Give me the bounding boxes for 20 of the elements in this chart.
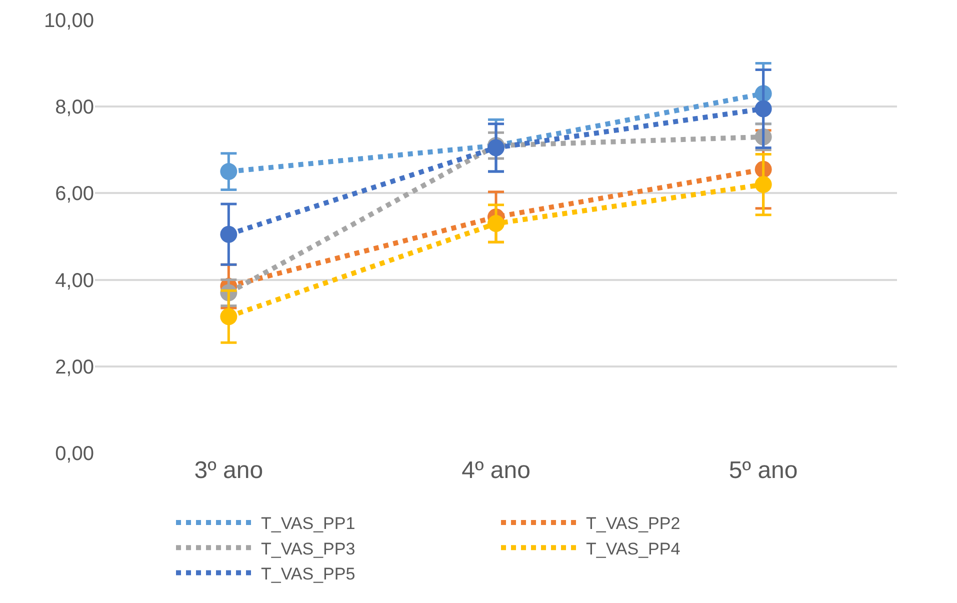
legend-label: T_VAS_PP3	[261, 539, 356, 558]
point	[220, 163, 238, 180]
y-tick-label: 2,00	[55, 356, 94, 378]
point	[220, 308, 238, 326]
legend-label: T_VAS_PP4	[586, 539, 680, 558]
legend-label: T_VAS_PP1	[261, 514, 356, 534]
y-tick-label: 6,00	[55, 183, 94, 206]
y-tick-label: 10,00	[44, 10, 94, 32]
y-tick-label: 8,00	[55, 96, 94, 119]
point	[488, 215, 504, 232]
point	[220, 226, 238, 243]
y-tick-label: 4,00	[55, 270, 94, 292]
y-tick-label: 0,00	[55, 443, 94, 465]
point	[754, 176, 772, 194]
legend-label: T_VAS_PP5	[261, 564, 356, 584]
legend-label: T_VAS_PP2	[586, 514, 680, 534]
point	[754, 100, 772, 118]
x-tick-label: 4º ano	[462, 457, 530, 484]
x-tick-label: 5º ano	[728, 457, 798, 484]
x-tick-label: 3º ano	[194, 457, 264, 484]
